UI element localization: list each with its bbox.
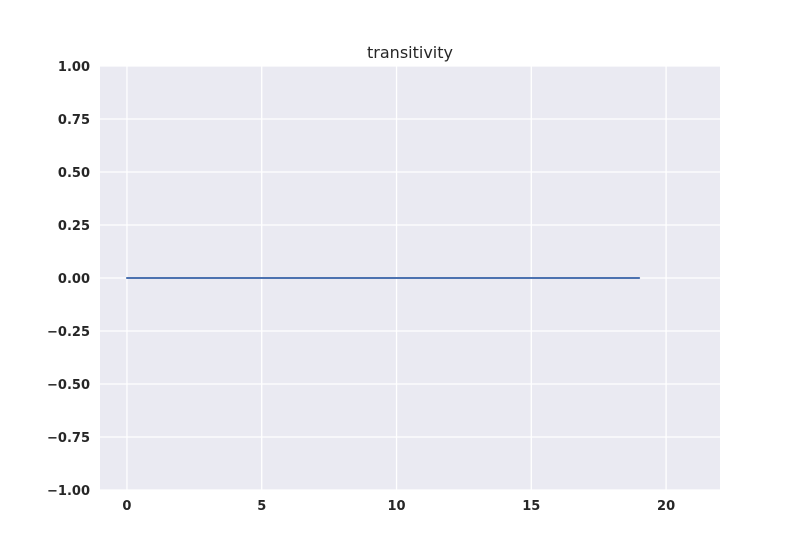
x-tick-label: 15 [522, 499, 540, 514]
y-tick-label: 0.00 [58, 272, 90, 287]
y-axis-ticks: −1.00 −0.75 −0.50 −0.25 0.00 0.25 0.50 0.75 1.00 [47, 60, 90, 499]
y-tick-label: −1.00 [47, 484, 90, 499]
x-tick-label: 10 [387, 499, 405, 514]
y-tick-label: 0.75 [58, 113, 90, 128]
x-tick-label: 20 [657, 499, 675, 514]
y-tick-label: 0.25 [58, 219, 90, 234]
x-tick-label: 0 [122, 499, 131, 514]
y-tick-label: 0.50 [58, 166, 90, 181]
x-axis-ticks: 0 5 10 15 20 [122, 499, 675, 514]
x-tick-label: 5 [257, 499, 266, 514]
y-tick-label: −0.50 [47, 378, 90, 393]
chart-title: transitivity [367, 43, 453, 62]
y-tick-label: 1.00 [58, 60, 90, 75]
y-tick-label: −0.25 [47, 325, 90, 340]
y-tick-label: −0.75 [47, 431, 90, 446]
